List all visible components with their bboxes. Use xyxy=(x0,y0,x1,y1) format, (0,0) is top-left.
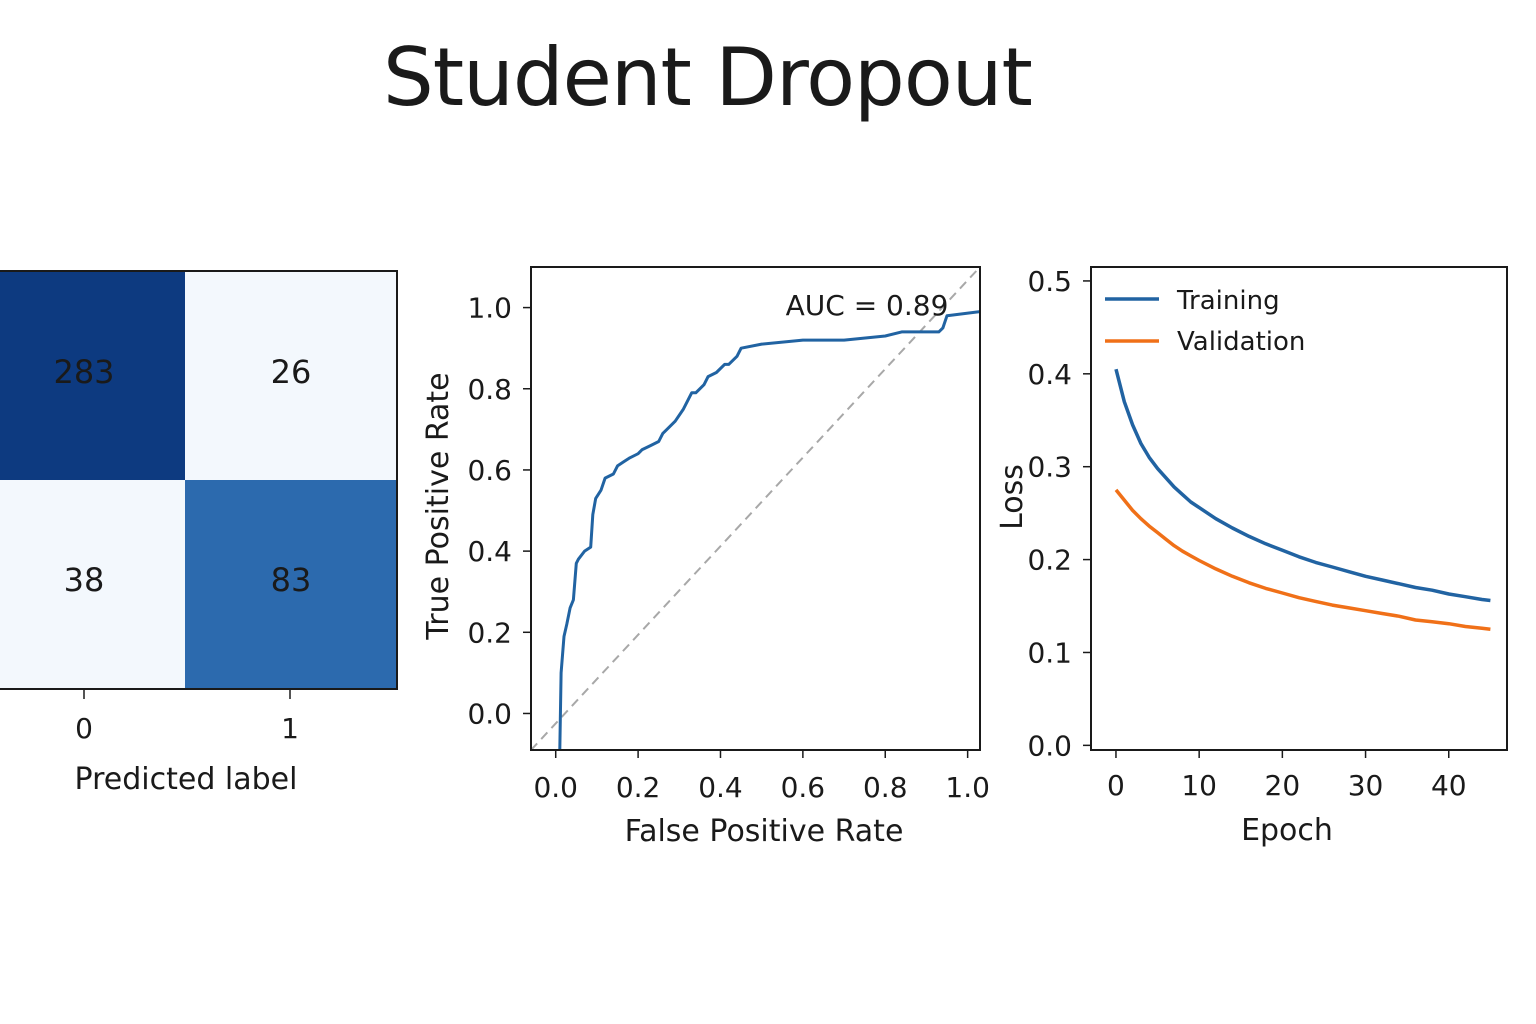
loss-y-tick-label: 0.1 xyxy=(1027,636,1072,669)
loss-y-tick-label: 0.0 xyxy=(1027,729,1072,762)
roc-x-tick-label: 0.2 xyxy=(616,771,661,804)
cm-value-1-1: 83 xyxy=(271,561,312,599)
cm-x-tick-label: 0 xyxy=(75,712,93,745)
roc-chart: 0.0 0.2 0.4 0.6 0.8 1.0 0.0 0.2 0.4 0.6 0.8 1.0 AU… xyxy=(421,266,990,849)
cm-cell-0-1 xyxy=(185,271,397,480)
page-title: Student Dropout xyxy=(383,31,1033,124)
roc-x-tick-label: 0.4 xyxy=(698,771,743,804)
roc-y-tick-label: 0.8 xyxy=(467,373,512,406)
roc-chance-line xyxy=(531,267,980,750)
cm-cell-1-1 xyxy=(185,480,397,689)
legend-label-training: Training xyxy=(1176,286,1280,316)
roc-y-tick-label: 0.2 xyxy=(467,616,512,649)
legend-label-validation: Validation xyxy=(1177,327,1305,357)
roc-plot-frame xyxy=(530,266,981,751)
loss-y-tick-label: 0.3 xyxy=(1027,451,1072,484)
roc-y-tick-label: 0.6 xyxy=(467,454,512,487)
roc-y-tick-label: 0.0 xyxy=(467,697,512,730)
cm-cell-0-0 xyxy=(0,271,187,480)
roc-x-tick-label: 0.0 xyxy=(533,771,578,804)
roc-x-axis-label: False Positive Rate xyxy=(625,814,904,849)
roc-x-tick-label: 0.6 xyxy=(781,771,826,804)
loss-y-tick-label: 0.4 xyxy=(1027,358,1072,391)
cm-value-0-0: 283 xyxy=(53,353,114,391)
cm-value-0-1: 26 xyxy=(271,353,312,391)
loss-x-tick-label: 0 xyxy=(1107,769,1125,802)
cm-value-1-0: 38 xyxy=(64,561,105,599)
loss-y-tick-label: 0.5 xyxy=(1027,265,1072,298)
loss-x-tick-label: 40 xyxy=(1431,769,1467,802)
cm-x-tick-label: 1 xyxy=(281,712,299,745)
loss-x-tick-label: 10 xyxy=(1181,769,1217,802)
loss-y-tick-label: 0.2 xyxy=(1027,544,1072,577)
cm-x-axis-label: Predicted label xyxy=(75,762,298,797)
roc-auc-annotation: AUC = 0.89 xyxy=(786,289,949,322)
loss-plot-frame xyxy=(1090,266,1508,751)
roc-y-tick-label: 0.4 xyxy=(467,535,512,568)
loss-x-tick-label: 30 xyxy=(1348,769,1384,802)
loss-x-tick-label: 20 xyxy=(1265,769,1301,802)
loss-y-axis-label: Loss xyxy=(995,464,1030,530)
loss-legend: Training Validation xyxy=(1105,286,1305,357)
roc-y-axis-label: True Positive Rate xyxy=(421,372,456,640)
roc-curve-line xyxy=(558,310,980,750)
cm-cell-1-0 xyxy=(0,480,187,689)
training-loss-line xyxy=(1114,368,1491,603)
confusion-matrix: 283 26 38 83 0 1 Predicted label xyxy=(0,270,398,797)
loss-x-axis-label: Epoch xyxy=(1241,813,1333,848)
roc-x-tick-label: 0.8 xyxy=(863,771,908,804)
cm-frame xyxy=(0,270,398,690)
loss-chart: 0 10 20 30 40 0.0 0.1 0.2 0.3 0.4 0.5 Training Va… xyxy=(995,265,1508,848)
validation-loss-line xyxy=(1114,488,1491,632)
roc-x-tick-label: 1.0 xyxy=(945,771,990,804)
roc-y-tick-label: 1.0 xyxy=(467,292,512,325)
